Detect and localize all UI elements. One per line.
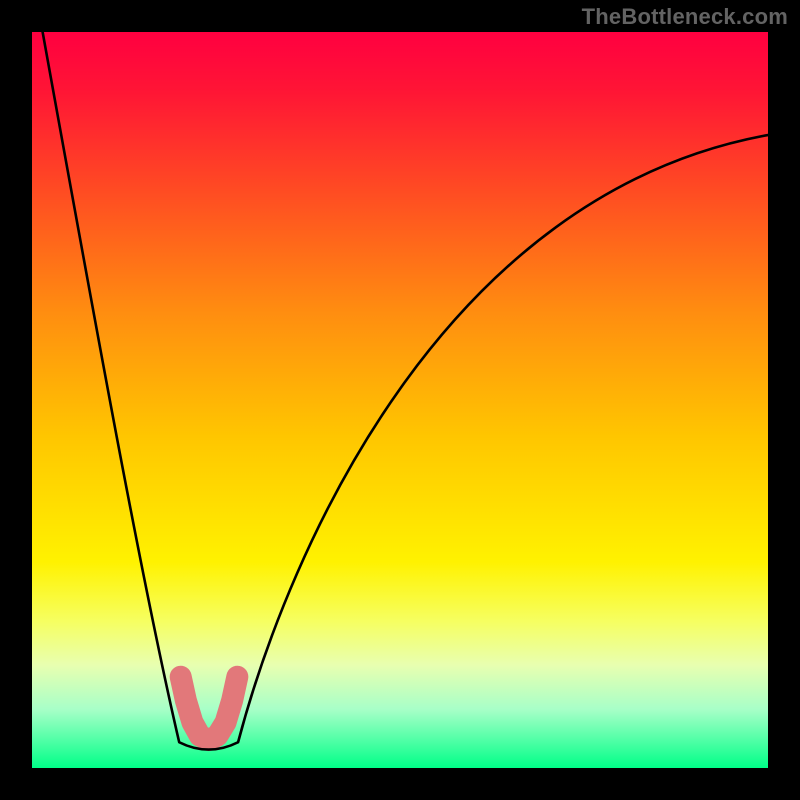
bottleneck-plot (0, 0, 800, 800)
attribution-text: TheBottleneck.com (582, 4, 788, 30)
page-root: TheBottleneck.com (0, 0, 800, 800)
plot-background-gradient (32, 32, 768, 768)
